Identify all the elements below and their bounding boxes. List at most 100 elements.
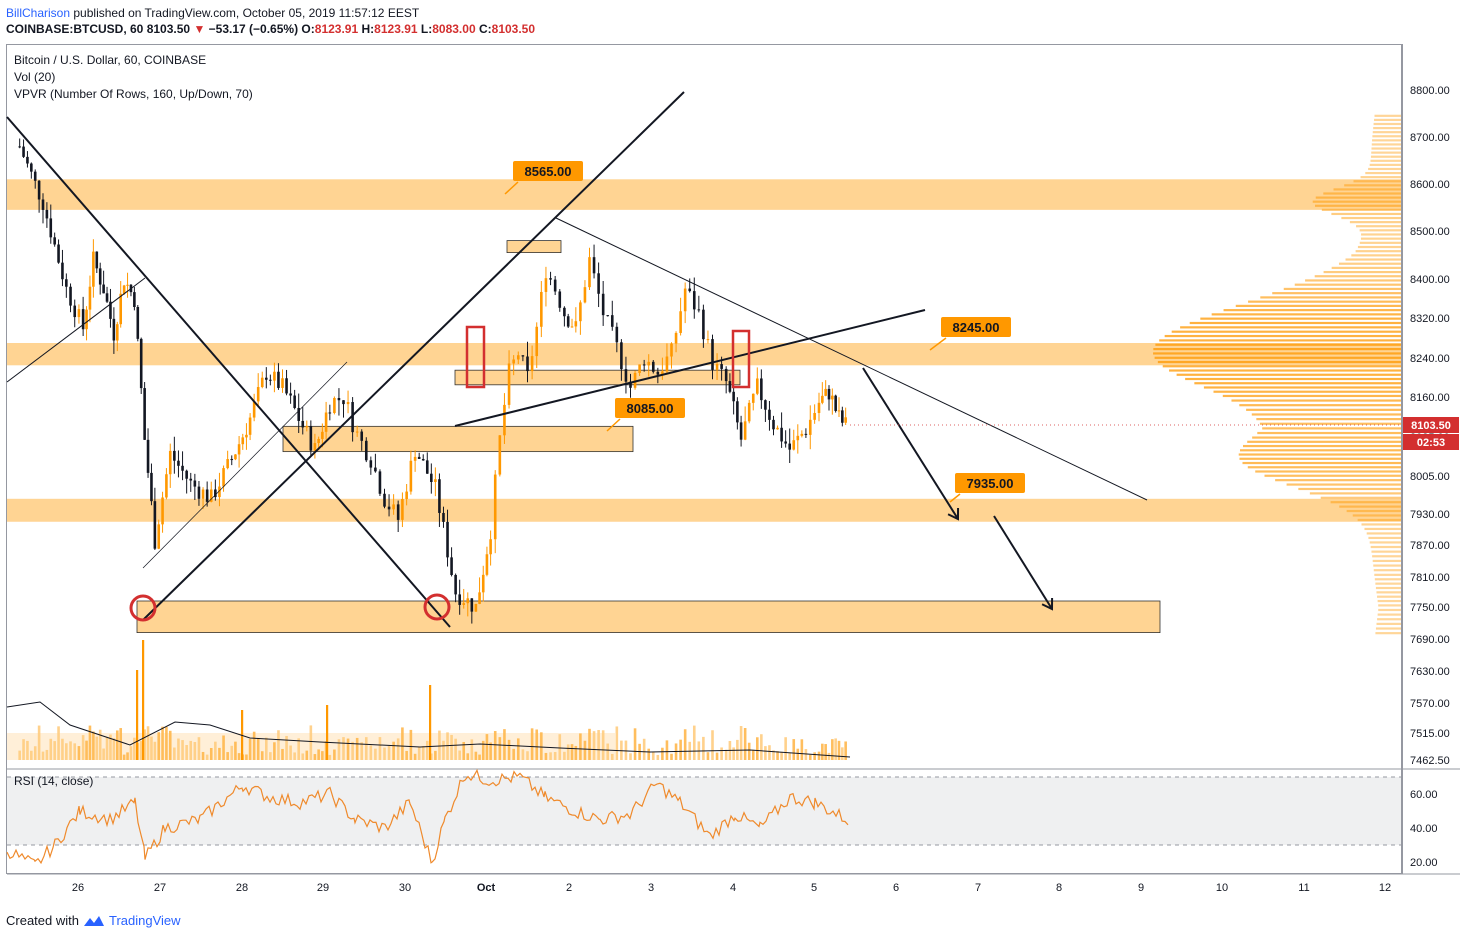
vpvr-row (1352, 514, 1401, 517)
zone-8245 (7, 343, 1401, 366)
volume-bar (102, 748, 105, 760)
volume-bar (583, 740, 587, 760)
vpvr-row (1298, 487, 1401, 491)
volume-bar (474, 751, 478, 760)
candle-body (33, 171, 37, 181)
volume-bar (768, 745, 771, 760)
vpvr-row (1238, 453, 1401, 456)
down-arrow-icon: ▼ (193, 22, 206, 36)
candle-body (65, 279, 68, 287)
volume-bar (321, 751, 324, 760)
candle-body (69, 286, 72, 306)
candle-body (503, 404, 506, 436)
candle-body (620, 342, 623, 370)
candle-body (165, 474, 168, 498)
candle-body (61, 262, 64, 280)
volume-bar (824, 744, 827, 760)
candle-body (41, 199, 45, 210)
volume-bar (760, 734, 763, 760)
candle-body (526, 356, 529, 372)
candle-body (438, 479, 441, 513)
candle-body (209, 489, 213, 502)
candle-body (269, 379, 272, 381)
volume-bar (535, 729, 539, 760)
vpvr-row (1162, 365, 1401, 368)
candle-body (629, 381, 632, 388)
rsi-pane (6, 768, 1460, 865)
vpvr-row (1357, 518, 1401, 522)
price-tick-label: 8160.00 (1410, 392, 1450, 404)
candle-body (351, 402, 354, 433)
tradingview-brand[interactable]: TradingView (108, 913, 181, 928)
main-series-legend[interactable]: Bitcoin / U.S. Dollar, 60, COINBASE (14, 53, 207, 67)
candle-body (711, 339, 714, 370)
volume-bar (756, 737, 759, 760)
vpvr-row (1247, 466, 1401, 469)
volume-bar (715, 752, 719, 760)
candle-body (834, 395, 837, 411)
candle-body (764, 400, 767, 410)
axis-labels: 8800.008700.008600.008500.008400.008320.… (7, 85, 1460, 894)
candle-body (421, 458, 425, 461)
rsi-band (7, 777, 1401, 845)
vpvr-row (1305, 279, 1401, 282)
vpvr-legend[interactable]: VPVR (Number Of Rows, 160, Up/Down, 70) (14, 87, 253, 101)
low-value: 8083.00 (432, 22, 476, 36)
vpvr-row (1231, 399, 1401, 402)
vpvr-row (1153, 348, 1401, 351)
price-axis[interactable] (1402, 44, 1460, 874)
candle-body (454, 574, 457, 595)
volume-legend[interactable]: Vol (20) (14, 70, 56, 84)
candle-body (301, 420, 305, 428)
candle-body (115, 324, 119, 341)
current-price-tag (1403, 417, 1459, 433)
volume-bars (6, 640, 851, 760)
vpvr-row (1375, 627, 1401, 630)
candle-body (73, 305, 77, 318)
volume-bar (417, 746, 421, 760)
volume-bar (732, 747, 735, 760)
vpvr-row (1255, 470, 1401, 473)
volume-bar (633, 728, 637, 760)
price-tick-label: 7690.00 (1410, 634, 1450, 646)
candle-body (53, 237, 56, 245)
candle-body (563, 307, 566, 317)
volume-bar (374, 748, 377, 760)
candle-body (126, 284, 129, 286)
level-label-leader (929, 337, 947, 351)
candle-body (720, 364, 723, 369)
candle-body (18, 146, 21, 148)
volume-spike (326, 705, 329, 760)
volume-bar (679, 739, 682, 760)
vpvr-row (1321, 208, 1401, 211)
volume-bar (150, 736, 153, 760)
candle-body (214, 489, 217, 498)
symbol-label: COINBASE:BTCUSD, 60 (6, 22, 144, 36)
volume-bar (647, 748, 651, 760)
candle-body (256, 387, 260, 402)
volume-bar (105, 737, 109, 760)
volume-bar (434, 750, 437, 760)
vpvr-row (1153, 352, 1401, 355)
vpvr-row (1251, 413, 1401, 416)
candle-body (430, 473, 433, 483)
candle-body (434, 479, 437, 483)
marker-rect-2 (731, 329, 751, 389)
high-value: 8123.91 (374, 22, 418, 36)
candle-body (535, 326, 539, 357)
volume-bar (237, 753, 241, 760)
vpvr-row (1370, 545, 1401, 549)
zone-support (136, 600, 1161, 634)
candle-body (688, 288, 692, 292)
candle-body (470, 598, 474, 612)
candle-body (413, 456, 417, 461)
candle-body (157, 524, 161, 549)
volume-bar (218, 747, 221, 760)
author-link[interactable]: BillCharison (6, 6, 71, 20)
low-label: L: (420, 22, 433, 36)
rsi-legend[interactable]: RSI (14, close) (14, 774, 94, 788)
volume-bar (189, 740, 193, 760)
price-tick-label: 8500.00 (1410, 226, 1450, 238)
vpvr-row (1368, 536, 1401, 540)
